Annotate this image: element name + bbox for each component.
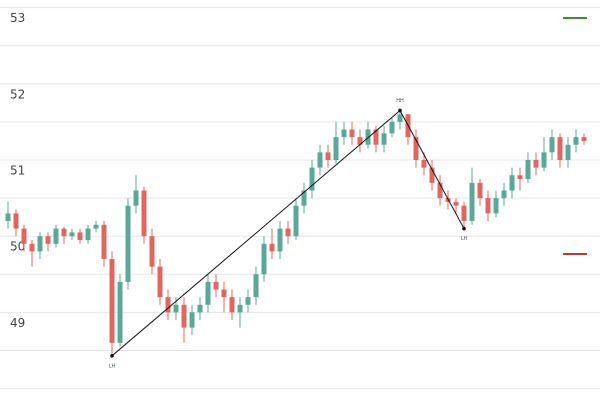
candle-body <box>437 182 443 199</box>
candle-body <box>245 297 251 305</box>
candle-body <box>421 160 427 168</box>
y-tick-label: 51 <box>10 164 25 178</box>
candle-body <box>485 198 491 214</box>
candle-body <box>269 243 275 252</box>
zigzag-label: HH <box>396 98 404 104</box>
candle-body <box>125 205 131 282</box>
candle-body <box>85 228 91 240</box>
candle-body <box>477 182 483 199</box>
candle-body <box>501 190 507 199</box>
candle-body <box>45 236 51 244</box>
candle-body <box>109 259 115 343</box>
candle-body <box>157 266 163 298</box>
candle-body <box>53 228 59 244</box>
candle-body <box>549 137 555 153</box>
zigzag-point <box>462 226 466 231</box>
candle-body <box>389 121 395 134</box>
candle-body <box>77 232 83 240</box>
zigzag-label: LH <box>109 363 116 369</box>
candle-body <box>573 137 579 145</box>
candle-body <box>533 160 539 168</box>
candle-body <box>493 198 499 214</box>
candle-body <box>317 152 323 168</box>
candle-body <box>381 133 387 145</box>
candle-body <box>333 137 339 160</box>
zigzag-point <box>398 108 402 113</box>
candle-body <box>285 228 291 237</box>
candle-body <box>341 129 347 138</box>
candle-body <box>29 243 35 252</box>
candle-body <box>181 304 187 328</box>
candle-body <box>165 297 171 313</box>
y-tick-label: 53 <box>10 11 25 25</box>
candle-body <box>413 137 419 160</box>
candle-body <box>13 213 19 229</box>
candle-body <box>565 144 571 160</box>
candle-body <box>301 190 307 206</box>
candle-body <box>173 304 179 313</box>
y-tick-label: 52 <box>10 87 25 101</box>
candle-body <box>293 205 299 237</box>
candle-body <box>237 304 243 313</box>
candle-body <box>149 236 155 267</box>
candle-body <box>141 190 147 237</box>
candle-body <box>221 289 227 298</box>
candle-body <box>397 114 403 122</box>
candle-body <box>357 137 363 145</box>
candle-body <box>133 190 139 206</box>
candle-body <box>117 281 123 343</box>
y-tick-label: 49 <box>10 316 25 330</box>
candle-body <box>69 232 75 237</box>
candle-body <box>373 129 379 145</box>
candle-body <box>461 205 467 221</box>
candle-body <box>197 304 203 313</box>
zigzag-point <box>110 354 114 358</box>
candle-body <box>469 182 475 221</box>
candle-body <box>557 137 563 160</box>
candle-body <box>37 236 43 252</box>
candle-body <box>101 224 107 260</box>
candle-body <box>93 224 99 229</box>
candle-body <box>277 228 283 252</box>
candle-body <box>325 152 331 160</box>
candle-body <box>525 160 531 180</box>
zigzag-label: LH <box>461 236 468 242</box>
y-tick-label: 50 <box>10 240 25 254</box>
candle-body <box>5 213 11 221</box>
candle-body <box>349 129 355 138</box>
candle-body <box>309 167 315 191</box>
candle-body <box>213 281 219 290</box>
candle-body <box>21 228 27 244</box>
candle-body <box>453 201 459 206</box>
candle-body <box>541 152 547 168</box>
candle-body <box>517 175 523 180</box>
candle-body <box>509 175 515 191</box>
candle-body <box>205 281 211 305</box>
candle-body <box>229 297 235 313</box>
candle-body <box>253 274 259 298</box>
candle-body <box>189 312 195 328</box>
candle-body <box>581 137 587 141</box>
candle-body <box>429 167 435 183</box>
candle-body <box>261 243 267 275</box>
candle-body <box>61 228 67 237</box>
